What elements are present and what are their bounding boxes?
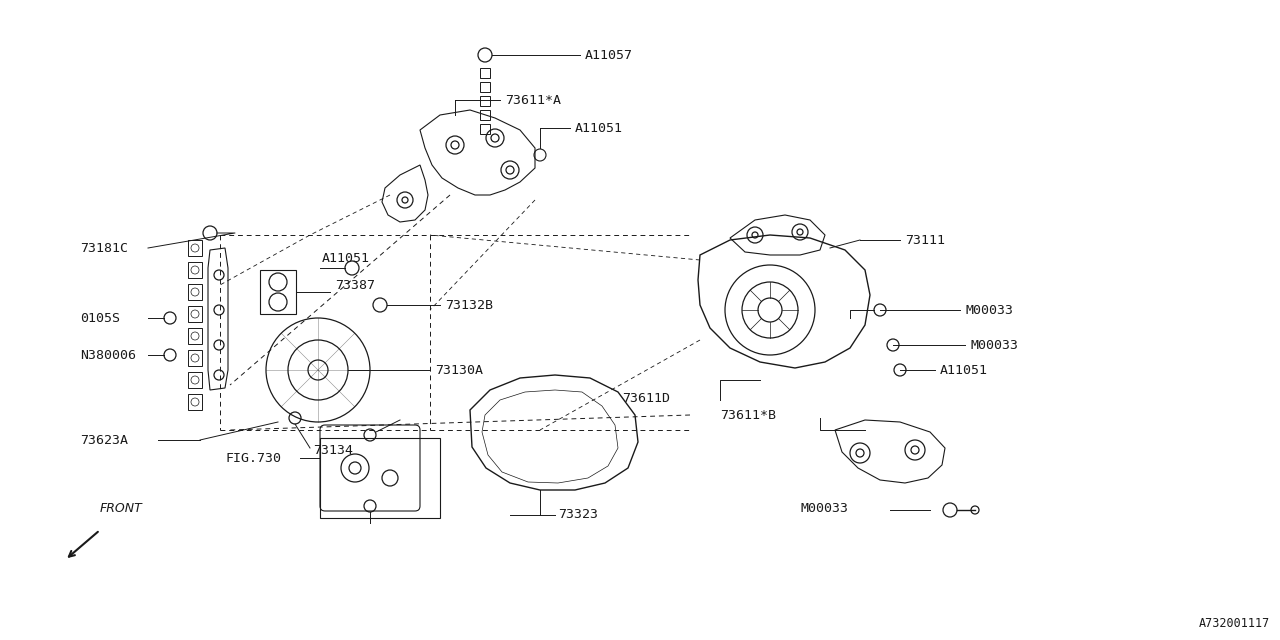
Text: 73623A: 73623A (81, 433, 128, 447)
Text: FIG.730: FIG.730 (225, 451, 282, 465)
Text: M00033: M00033 (965, 303, 1012, 317)
Bar (188, 394, 202, 410)
Bar (188, 240, 202, 256)
Text: 73611*B: 73611*B (721, 408, 776, 422)
Bar (480, 96, 490, 106)
Text: A732001117: A732001117 (1199, 617, 1270, 630)
Text: A11051: A11051 (940, 364, 988, 376)
Bar (480, 110, 490, 120)
Text: 73132B: 73132B (445, 298, 493, 312)
Bar (188, 328, 202, 344)
Bar (188, 262, 202, 278)
Text: N380006: N380006 (81, 349, 136, 362)
Text: 73611D: 73611D (622, 392, 669, 404)
Bar (260, 270, 296, 314)
Text: 73611*A: 73611*A (506, 93, 561, 106)
Text: A11057: A11057 (585, 49, 634, 61)
Bar (480, 124, 490, 134)
Bar (480, 82, 490, 92)
Text: FRONT: FRONT (100, 502, 143, 515)
Text: 73323: 73323 (558, 509, 598, 522)
Bar (320, 438, 440, 518)
Bar (188, 284, 202, 300)
Text: 73387: 73387 (335, 278, 375, 291)
Text: A11051: A11051 (575, 122, 623, 134)
Text: 0105S: 0105S (81, 312, 120, 324)
Bar (188, 350, 202, 366)
Text: 73181C: 73181C (81, 241, 128, 255)
Text: 73130A: 73130A (435, 364, 483, 376)
Bar (188, 372, 202, 388)
Text: M00033: M00033 (800, 502, 849, 515)
Text: 73134: 73134 (314, 444, 353, 456)
Text: M00033: M00033 (970, 339, 1018, 351)
Text: 73111: 73111 (905, 234, 945, 246)
Bar (480, 68, 490, 78)
Text: A11051: A11051 (323, 252, 370, 264)
Polygon shape (209, 248, 228, 390)
Bar (188, 306, 202, 322)
